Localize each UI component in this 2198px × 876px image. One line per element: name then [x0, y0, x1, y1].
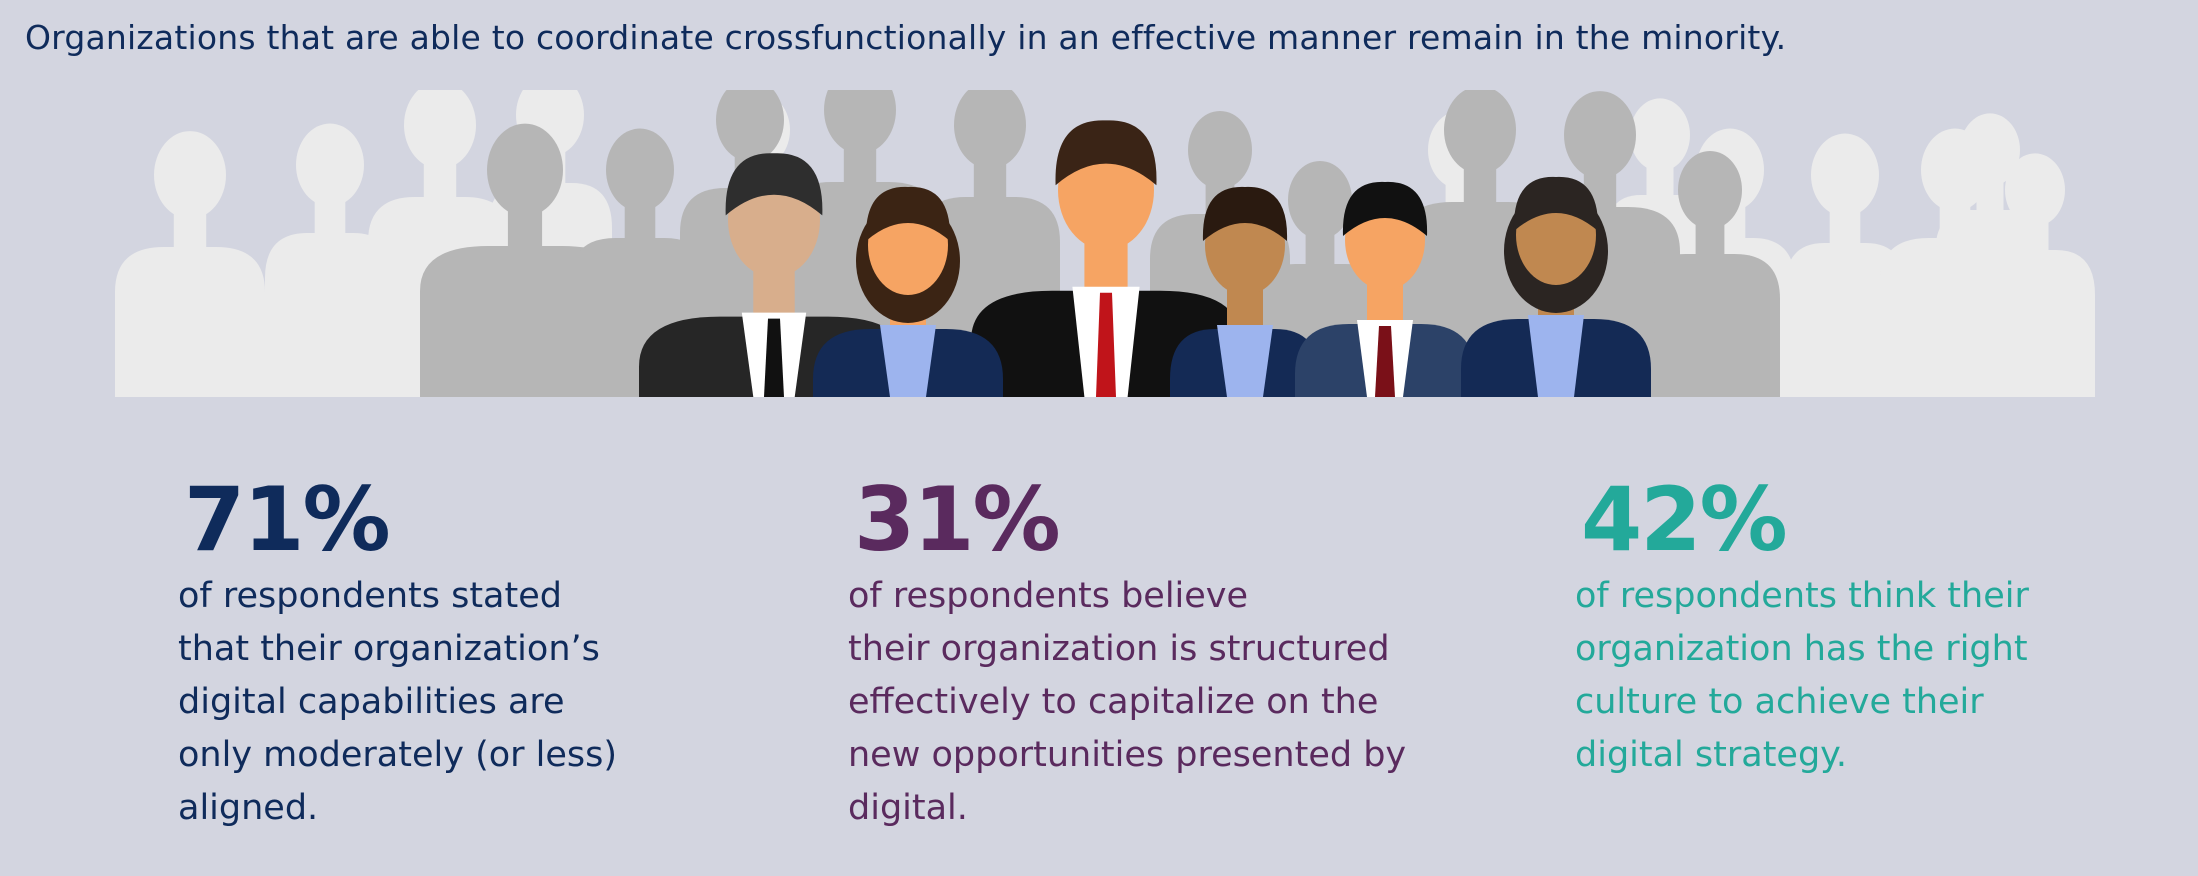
silhouette-head	[1444, 90, 1516, 174]
silhouette-head	[487, 123, 563, 217]
person-shirt	[1217, 325, 1273, 397]
person-shirt	[1528, 315, 1584, 397]
stat-text: their organization is structured	[848, 629, 1390, 669]
silhouette-head	[1564, 91, 1636, 179]
stat-text: aligned.	[178, 788, 319, 828]
stat-text: effectively to capitalize on the	[848, 682, 1379, 722]
silhouette-head	[1678, 150, 1742, 230]
silhouette-head	[1811, 133, 1879, 217]
stat-text: of respondents believe	[848, 576, 1249, 616]
silhouette-head	[716, 90, 784, 162]
stat-text: organization has the right	[1575, 629, 2028, 669]
silhouette-body	[115, 247, 265, 397]
person-shirt	[880, 325, 936, 397]
person-hair	[865, 186, 951, 241]
stat-value: 31%	[854, 468, 1061, 571]
silhouette-body	[265, 233, 395, 397]
person-hair	[725, 153, 823, 216]
silhouette-head	[606, 128, 674, 212]
silhouette-head	[1288, 160, 1352, 240]
stat: 71% of respondents stated that their organ…	[178, 470, 738, 835]
silhouette-head	[154, 131, 226, 219]
stat-text: of respondents think their	[1575, 576, 2029, 616]
person-hair	[1513, 176, 1599, 231]
stat-text: new opportunities presented by	[848, 735, 1407, 775]
title: Organizations that are able to coordinat…	[25, 18, 1787, 57]
silhouette-head	[2005, 153, 2065, 227]
silhouette-head	[296, 123, 364, 207]
person-hair	[1342, 181, 1428, 236]
silhouette-head	[954, 90, 1026, 169]
crowd-illustration	[115, 90, 2095, 397]
person-tie	[1375, 326, 1395, 397]
silhouette-body	[1640, 254, 1780, 397]
stat-text: digital capabilities are	[178, 682, 565, 722]
person-tie	[764, 318, 784, 397]
silhouette-body	[1785, 243, 1905, 397]
stat-text: digital.	[848, 788, 968, 828]
silhouette-head	[404, 90, 476, 169]
stat: 42% of respondents think their organizatio…	[1575, 470, 2135, 782]
silhouette-head	[1188, 110, 1252, 190]
stat-text: digital strategy.	[1575, 735, 1848, 775]
stat-text: of respondents stated	[178, 576, 562, 616]
silhouette-head	[1960, 113, 2020, 187]
stat-value: 42%	[1581, 468, 1788, 571]
person-hair	[1055, 120, 1157, 186]
stat-text: that their organization’s	[178, 629, 600, 669]
person-tie	[1096, 292, 1116, 397]
silhouette-body	[1935, 210, 2045, 397]
stat-value: 71%	[184, 468, 391, 571]
stat: 31% of respondents believe their organizat…	[848, 470, 1408, 835]
stat-text: culture to achieve their	[1575, 682, 1984, 722]
person-hair	[1202, 186, 1288, 241]
silhouette-head	[824, 90, 896, 154]
silhouette-head	[1630, 98, 1690, 172]
stat-text: only moderately (or less)	[178, 735, 618, 775]
